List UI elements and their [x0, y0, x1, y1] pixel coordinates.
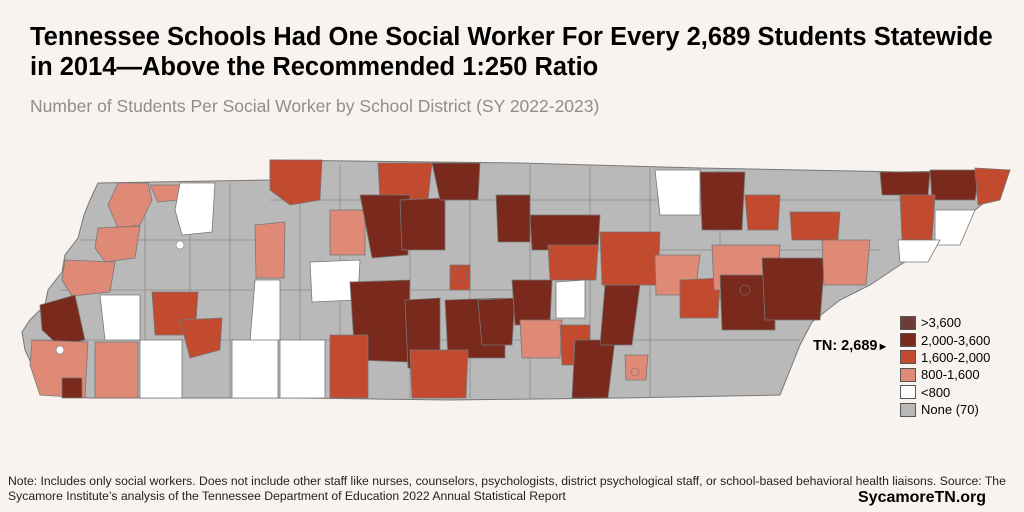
district — [329, 334, 369, 399]
chart-subtitle: Number of Students Per Social Worker by … — [30, 96, 600, 116]
legend-label: None (70) — [921, 402, 979, 418]
district — [61, 377, 83, 399]
district — [409, 349, 469, 399]
statewide-ratio-label: TN: 2,689 — [813, 338, 878, 354]
chart-title: Tennessee Schools Had One Social Worker … — [30, 23, 993, 81]
legend-swatch — [900, 402, 916, 417]
legend-item: 1,600-2,000 — [900, 349, 990, 366]
legend: >3,600 2,000-3,600 1,600-2,000 800-1,600 <80… — [900, 314, 990, 418]
district — [179, 317, 223, 359]
legend-item: >3,600 — [900, 314, 990, 331]
legend-swatch — [900, 367, 916, 382]
district — [249, 279, 281, 343]
legend-label: 1,600-2,000 — [921, 349, 991, 365]
legend-swatch — [900, 350, 916, 365]
district — [495, 194, 531, 243]
district — [599, 284, 641, 346]
district — [897, 239, 941, 263]
legend-swatch — [900, 315, 916, 330]
legend-item: <800 — [900, 384, 990, 401]
legend-label: <800 — [921, 384, 951, 400]
district — [61, 259, 116, 297]
district — [399, 197, 446, 251]
district — [377, 162, 433, 201]
district — [699, 171, 746, 231]
district — [139, 339, 183, 399]
district — [821, 239, 871, 286]
district — [254, 221, 286, 279]
statewide-ratio-marker: TN: 2,689► — [813, 338, 888, 354]
district — [899, 194, 936, 241]
district — [99, 294, 141, 341]
district — [934, 209, 976, 246]
district — [555, 279, 586, 319]
district — [477, 297, 516, 346]
district — [789, 211, 841, 241]
legend-swatch — [900, 333, 916, 348]
district — [879, 171, 931, 196]
district — [571, 339, 616, 399]
brand-logo: SycamoreTN.org — [858, 489, 987, 506]
district — [679, 277, 721, 319]
district — [929, 169, 981, 201]
district — [761, 257, 826, 321]
district — [269, 159, 323, 206]
district — [719, 274, 776, 331]
district — [511, 279, 553, 326]
district — [174, 182, 216, 236]
legend-item: None (70) — [900, 401, 990, 418]
pointer-arrow-icon: ► — [877, 341, 889, 353]
district — [519, 319, 563, 359]
legend-item: 800-1,600 — [900, 366, 990, 383]
district — [624, 354, 649, 381]
legend-item: 2,000-3,600 — [900, 331, 990, 348]
district — [431, 162, 481, 201]
legend-label: 2,000-3,600 — [921, 332, 991, 348]
legend-label: >3,600 — [921, 315, 962, 331]
source-note: Note: Includes only social workers. Does… — [8, 474, 1006, 503]
district — [599, 231, 661, 286]
district — [744, 194, 781, 231]
district — [974, 167, 1011, 206]
district — [329, 209, 366, 256]
district — [547, 244, 599, 281]
legend-label: 800-1,600 — [921, 367, 980, 383]
district — [107, 182, 153, 229]
district — [94, 225, 141, 263]
district-fills — [29, 159, 1011, 399]
district — [279, 339, 326, 399]
district — [654, 169, 701, 216]
district — [359, 194, 411, 259]
district — [94, 341, 139, 399]
city-districts — [55, 240, 751, 377]
legend-swatch — [900, 385, 916, 400]
district — [231, 339, 279, 399]
